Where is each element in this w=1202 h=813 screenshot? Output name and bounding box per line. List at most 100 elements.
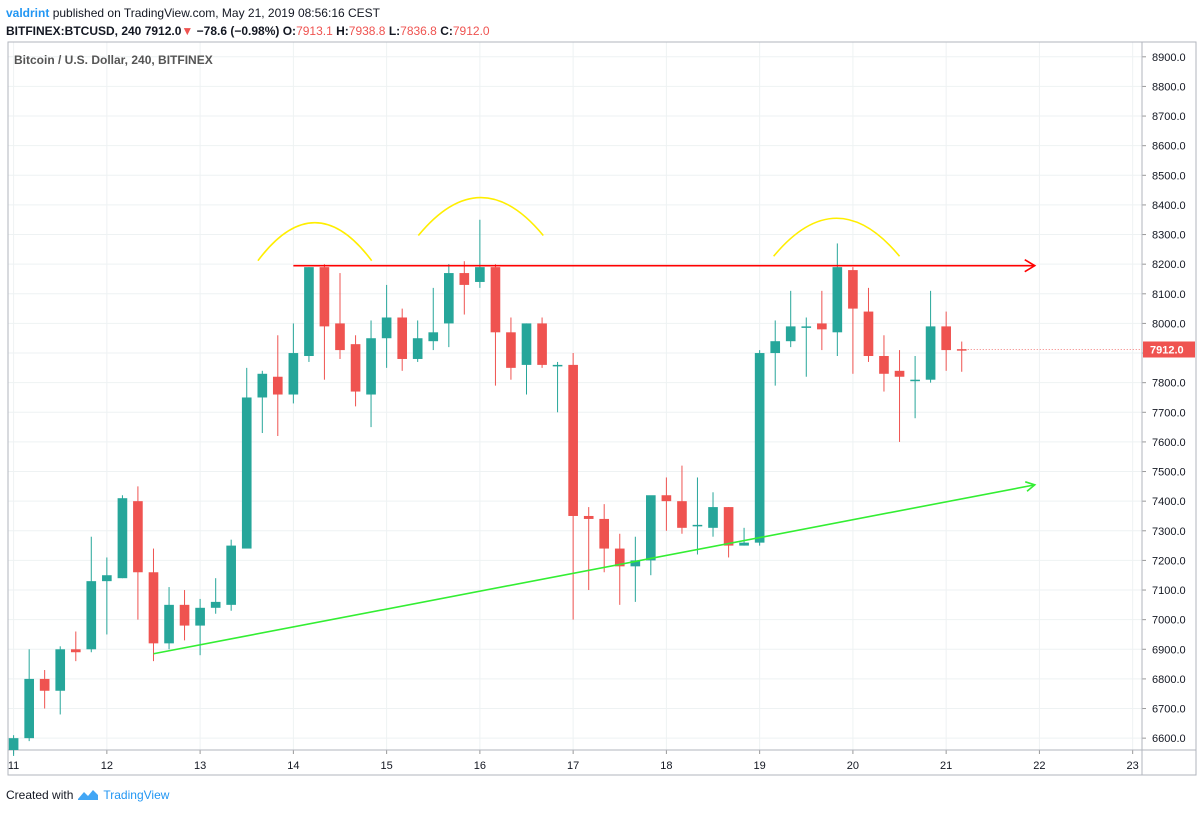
y-tick-label: 7100.0 xyxy=(1152,585,1186,597)
y-tick-label: 8500.0 xyxy=(1152,170,1186,182)
candle-body xyxy=(179,604,190,626)
candle xyxy=(475,219,485,288)
candle-body xyxy=(521,323,532,365)
x-tick-label: 19 xyxy=(754,760,766,772)
candle-body xyxy=(412,338,423,359)
candle xyxy=(133,486,143,620)
candle-body xyxy=(164,604,174,644)
chart-grid xyxy=(8,42,1142,750)
x-tick-label: 20 xyxy=(847,760,859,772)
candle xyxy=(397,308,408,371)
candle xyxy=(537,317,547,368)
candle xyxy=(24,649,34,742)
candle xyxy=(785,290,796,348)
candle-body xyxy=(723,507,734,546)
close-value: 7912.0 xyxy=(452,24,490,38)
candle xyxy=(70,631,81,662)
pattern-arc xyxy=(773,217,901,257)
candle xyxy=(381,284,392,368)
candle xyxy=(956,341,967,372)
y-tick-label: 8000.0 xyxy=(1152,318,1186,330)
change-value: −78.6 (−0.98%) xyxy=(196,24,280,38)
candle-body xyxy=(8,738,19,750)
footer: Created with TradingView xyxy=(6,788,169,802)
x-tick-label: 21 xyxy=(940,760,952,772)
candle-body xyxy=(661,495,672,502)
chart-border xyxy=(7,41,1197,776)
candle xyxy=(319,264,330,380)
candle xyxy=(288,323,299,404)
y-tick-label: 6800.0 xyxy=(1152,674,1186,686)
candle-body xyxy=(335,323,345,351)
x-tick-label: 13 xyxy=(194,760,206,772)
candle xyxy=(164,587,174,650)
publish-header: valdrint published on TradingView.com, M… xyxy=(6,4,490,40)
candle xyxy=(801,317,812,377)
y-tick-label: 6600.0 xyxy=(1152,733,1186,745)
y-tick-label: 8200.0 xyxy=(1152,259,1186,271)
candle xyxy=(272,335,283,436)
tradingview-brand[interactable]: TradingView xyxy=(103,788,170,802)
candle-body xyxy=(350,344,361,392)
candle xyxy=(832,243,843,357)
y-tick-label: 7800.0 xyxy=(1152,378,1186,390)
candle xyxy=(117,495,128,579)
y-tick-label: 8100.0 xyxy=(1152,289,1186,301)
high-label: H: xyxy=(336,24,349,38)
candle xyxy=(304,267,314,362)
candle xyxy=(459,261,470,315)
candle-body xyxy=(459,273,470,285)
candle xyxy=(817,290,827,351)
y-tick-label: 8600.0 xyxy=(1152,141,1186,153)
y-tick-label: 6900.0 xyxy=(1152,644,1186,656)
candle-body xyxy=(692,524,703,527)
y-tick-label: 6700.0 xyxy=(1152,704,1186,716)
y-tick-label: 7000.0 xyxy=(1152,615,1186,627)
candle xyxy=(490,264,501,386)
candle xyxy=(910,356,920,419)
candle-body xyxy=(848,270,858,309)
symbol-line: BITFINEX:BTCUSD, 240 7912.0▼ −78.6 (−0.9… xyxy=(6,22,490,40)
x-tick-label: 12 xyxy=(101,760,113,772)
y-tick-label: 7600.0 xyxy=(1152,437,1186,449)
candle xyxy=(599,504,610,573)
candle xyxy=(444,264,454,348)
candle-body xyxy=(288,353,299,395)
low-value: 7836.8 xyxy=(400,24,437,38)
candle xyxy=(630,536,641,602)
candle-body xyxy=(366,338,376,395)
candle-body xyxy=(102,575,112,582)
last-value: 7912.0 xyxy=(144,24,182,38)
candle-body xyxy=(117,498,128,579)
y-tick-label: 8900.0 xyxy=(1152,52,1186,64)
candle-body xyxy=(552,364,563,367)
candle-body xyxy=(226,545,236,605)
x-tick-label: 17 xyxy=(567,760,579,772)
candle-body xyxy=(24,678,34,739)
candle-body xyxy=(956,349,967,351)
open-label: O: xyxy=(282,24,297,38)
candle-body xyxy=(55,649,66,691)
candle xyxy=(708,492,718,537)
candle xyxy=(568,353,578,620)
candle-body xyxy=(614,548,625,567)
candle-body xyxy=(894,370,905,377)
candle xyxy=(8,735,19,756)
author-link[interactable]: valdrint xyxy=(6,6,50,20)
y-tick-label: 8700.0 xyxy=(1152,111,1186,123)
pattern-arc xyxy=(417,196,544,237)
candles-layer xyxy=(8,219,967,756)
resistance-arrowhead xyxy=(1024,258,1037,273)
high-value: 7938.8 xyxy=(348,24,386,38)
candle-body xyxy=(599,518,610,549)
y-tick-label: 7400.0 xyxy=(1152,496,1186,508)
support-line xyxy=(153,484,1035,655)
candle xyxy=(583,507,594,591)
candle-body xyxy=(537,323,547,365)
candle-body xyxy=(70,649,81,653)
candle-body xyxy=(801,326,812,328)
candle-body xyxy=(879,356,889,374)
candle-body xyxy=(863,311,874,357)
x-tick-label: 16 xyxy=(474,760,486,772)
